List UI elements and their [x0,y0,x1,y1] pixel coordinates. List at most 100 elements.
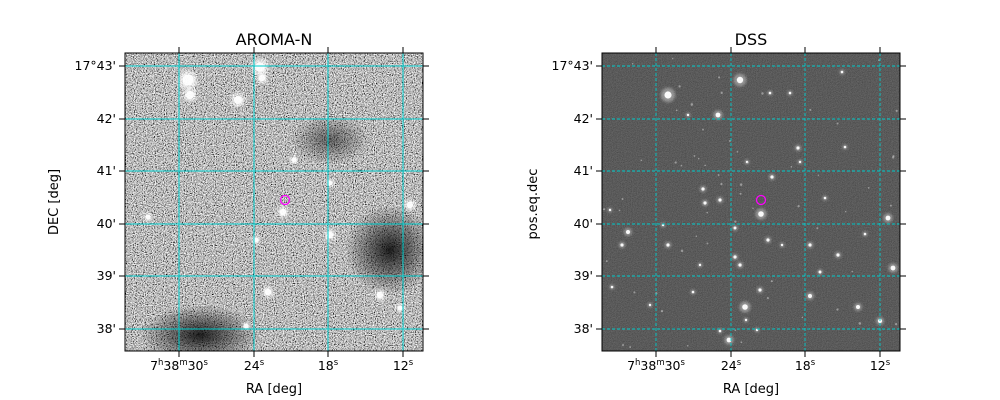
bright-source [397,305,403,311]
faint-star [766,297,769,300]
star [701,187,705,191]
faint-star [695,235,698,238]
star [648,303,652,307]
star [823,196,827,200]
faint-star [602,208,606,211]
faint-star [739,183,743,186]
faint-star [704,164,707,167]
star [856,305,860,309]
axis-ticks: 17°43' 42' 41' 40' 39' 38' 7h38m30s 24s 18s 12s [552,47,906,373]
star [780,243,784,247]
faint-star [702,128,704,131]
dss-stars [602,57,898,348]
faint-star [706,242,709,245]
faint-star [678,85,681,88]
faint-star [816,227,819,230]
faint-star [761,92,764,95]
faint-star [671,57,674,60]
panel-title: DSS [735,30,768,49]
star [768,91,772,95]
axes-frame [601,52,901,352]
panel-aroma: AROMA-N 17°43' 42' 41' 40' 39' 38' 7h38m30s 24s… [47,30,429,397]
star [666,243,670,247]
bright-source [264,288,272,296]
faint-star [851,270,854,273]
ra-tick-label: 7h38m30s [150,358,208,373]
target-marker [279,194,291,206]
star [818,270,822,274]
faint-star [660,309,664,313]
faint-star [622,344,625,347]
star [890,265,896,271]
faint-star [697,157,700,160]
faint-star [629,346,632,348]
star [686,113,690,117]
faint-star [867,187,870,189]
bright-source [186,91,194,99]
ra-tick-label: 24s [721,358,742,373]
ra-tick-label: 18s [795,358,816,373]
star [736,76,744,84]
star [836,253,840,257]
star [744,318,748,322]
dec-tick-label: 42' [97,111,116,126]
faint-star [790,165,793,168]
x-axis-label: RA [deg] [723,382,779,397]
x-axis-label: RA [deg] [246,382,302,397]
faint-star [693,155,696,157]
dec-tick-label: 39' [574,268,593,283]
aroma-image [125,53,423,351]
bright-source [406,201,414,209]
bright-source [145,214,151,220]
star [738,263,742,267]
bright-source [279,208,287,216]
star [758,288,762,292]
ra-tick-label: 7h38m30s [627,358,685,373]
star [798,160,802,164]
faint-star [717,174,720,177]
faint-star [605,260,608,263]
star [733,255,737,259]
bright-source [327,180,333,186]
axis-ticks: 17°43' 42' 41' 40' 39' 38' 7h38m30s 24s 18s 12s [75,47,429,373]
faint-star [770,280,773,283]
star [733,226,737,230]
bright-source [182,74,194,86]
faint-star [858,322,862,325]
star [840,70,844,74]
faint-star [809,108,812,111]
ra-tick-label: 12s [870,358,891,373]
dss-image [602,53,900,351]
bright-source [253,237,259,243]
star [715,112,721,118]
faint-star [844,210,847,213]
faint-star [633,291,636,294]
star [664,91,672,99]
dec-tick-label: 42' [574,111,593,126]
faint-star [895,109,898,112]
bright-source [376,291,384,299]
faint-star [680,249,684,253]
star [608,208,612,212]
faint-star [836,308,839,311]
bright-source [291,157,297,163]
faint-star [675,109,678,112]
faint-star [621,198,624,200]
dec-tick-label: 40' [97,216,116,231]
faint-star [746,161,749,164]
y-axis-label: pos.eq.dec [526,169,541,240]
star [843,145,847,149]
dec-tick-label: 39' [97,268,116,283]
dec-tick-label: 41' [97,163,116,178]
y-axis-label: DEC [deg] [47,169,62,235]
faint-star [640,159,643,162]
faint-star [728,140,731,142]
dec-tick-label: 38' [97,321,116,336]
panel-dss: DSS 17°43'42'41'40'39'38'7h38m30s 24s 18s 1… [526,30,906,397]
star [626,230,630,234]
faint-star [631,62,634,65]
faint-star [718,76,721,79]
bright-source [234,96,242,104]
faint-star [680,164,683,167]
axes-frame [124,52,424,352]
